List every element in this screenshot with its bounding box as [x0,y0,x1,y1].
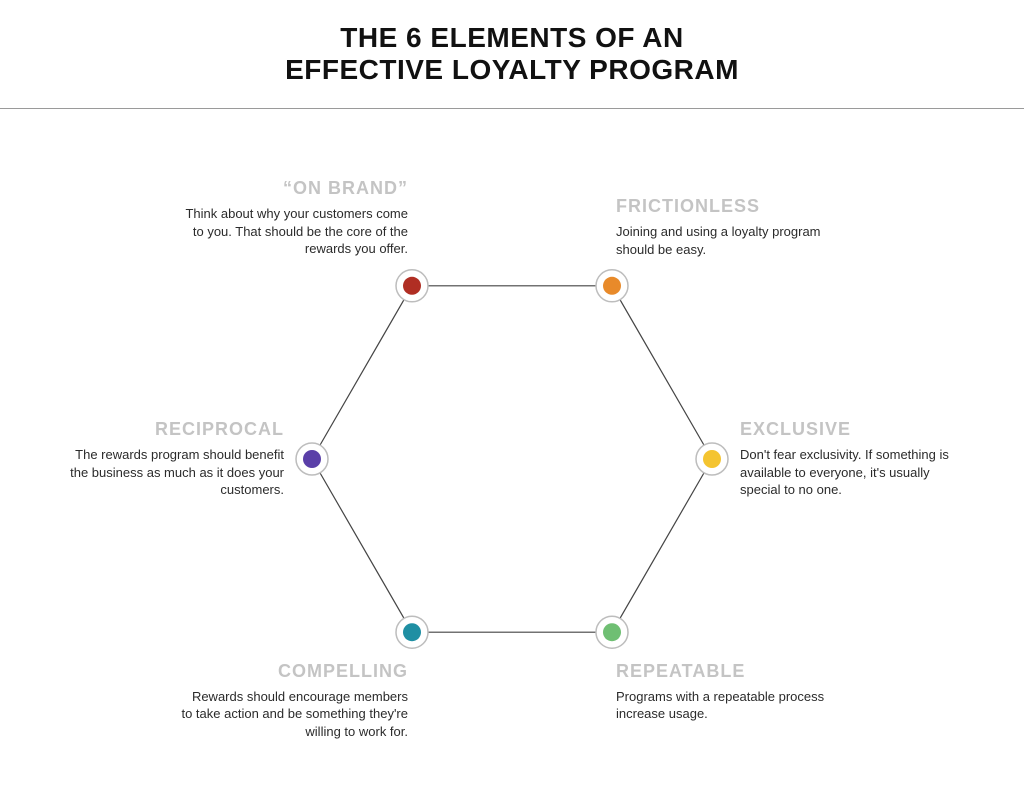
label-body-repeatable: Programs with a repeatable process incre… [616,688,846,723]
hexagon-diagram: “ON BRAND” Think about why your customers… [0,109,1024,789]
label-heading-compelling: COMPELLING [178,661,408,682]
label-body-reciprocal: The rewards program should benefit the b… [54,446,284,499]
label-heading-reciprocal: RECIPROCAL [54,419,284,440]
label-reciprocal: RECIPROCAL The rewards program should ben… [54,419,284,499]
label-heading-repeatable: REPEATABLE [616,661,846,682]
hex-edge [312,286,412,459]
hex-edge [612,286,712,459]
node-dot-frictionless [603,277,621,295]
label-body-on-brand: Think about why your customers come to y… [178,205,408,258]
node-dot-on-brand [403,277,421,295]
title-block: THE 6 ELEMENTS OF AN EFFECTIVE LOYALTY P… [0,0,1024,86]
hex-edge [312,459,412,632]
label-heading-frictionless: FRICTIONLESS [616,196,846,217]
label-body-compelling: Rewards should encourage members to take… [178,688,408,741]
node-dot-repeatable [603,624,621,642]
hex-edge [612,459,712,632]
label-heading-exclusive: EXCLUSIVE [740,419,970,440]
label-body-exclusive: Don't fear exclusivity. If something is … [740,446,970,499]
title-line-1: THE 6 ELEMENTS OF AN [0,22,1024,54]
label-repeatable: REPEATABLE Programs with a repeatable pro… [616,661,846,723]
label-on-brand: “ON BRAND” Think about why your customers… [178,178,408,258]
label-heading-on-brand: “ON BRAND” [178,178,408,199]
node-dot-compelling [403,624,421,642]
node-dot-reciprocal [303,450,321,468]
label-body-frictionless: Joining and using a loyalty program shou… [616,223,846,258]
node-dot-exclusive [703,450,721,468]
label-frictionless: FRICTIONLESS Joining and using a loyalty … [616,196,846,258]
title-line-2: EFFECTIVE LOYALTY PROGRAM [0,54,1024,86]
label-compelling: COMPELLING Rewards should encourage membe… [178,661,408,741]
label-exclusive: EXCLUSIVE Don't fear exclusivity. If some… [740,419,970,499]
